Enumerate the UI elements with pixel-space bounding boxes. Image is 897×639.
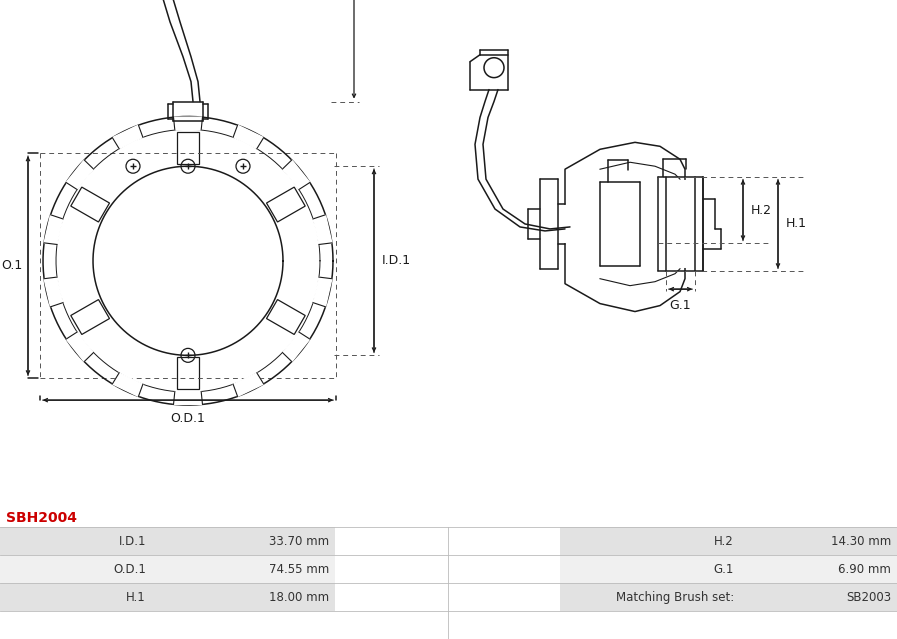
Polygon shape (173, 392, 203, 404)
Bar (560, 555, 897, 583)
Text: O.1: O.1 (2, 259, 23, 272)
Text: 74.55 mm: 74.55 mm (269, 562, 329, 576)
Polygon shape (66, 160, 93, 190)
Text: 33.70 mm: 33.70 mm (269, 535, 329, 548)
Polygon shape (44, 277, 63, 307)
Bar (560, 527, 897, 555)
Text: G.1: G.1 (714, 562, 734, 576)
Polygon shape (233, 125, 264, 149)
Text: SBH2004: SBH2004 (6, 511, 77, 525)
Text: O.D.1: O.D.1 (113, 562, 146, 576)
Polygon shape (313, 277, 332, 307)
Text: SB2003: SB2003 (846, 590, 891, 604)
Bar (560, 583, 897, 611)
Text: Matching Brush set:: Matching Brush set: (615, 590, 734, 604)
Text: H.2: H.2 (751, 204, 772, 217)
Polygon shape (283, 332, 309, 362)
Polygon shape (112, 125, 143, 149)
Polygon shape (233, 373, 264, 396)
Text: 18.00 mm: 18.00 mm (269, 590, 329, 604)
Bar (0, 527, 335, 555)
Text: H.1: H.1 (786, 217, 807, 231)
Text: 6.90 mm: 6.90 mm (838, 562, 891, 576)
Text: G.1: G.1 (670, 299, 692, 312)
Text: H.1: H.1 (126, 590, 146, 604)
Polygon shape (313, 215, 332, 245)
Text: I.D.1: I.D.1 (382, 254, 411, 267)
Polygon shape (66, 332, 93, 362)
Polygon shape (173, 117, 203, 130)
Bar (0, 583, 335, 611)
Polygon shape (283, 160, 309, 190)
Bar (0, 555, 335, 583)
Text: 14.30 mm: 14.30 mm (831, 535, 891, 548)
Polygon shape (112, 373, 143, 396)
Text: O.D.1: O.D.1 (170, 412, 205, 425)
Polygon shape (44, 215, 63, 245)
Text: I.D.1: I.D.1 (118, 535, 146, 548)
Text: H.2: H.2 (714, 535, 734, 548)
